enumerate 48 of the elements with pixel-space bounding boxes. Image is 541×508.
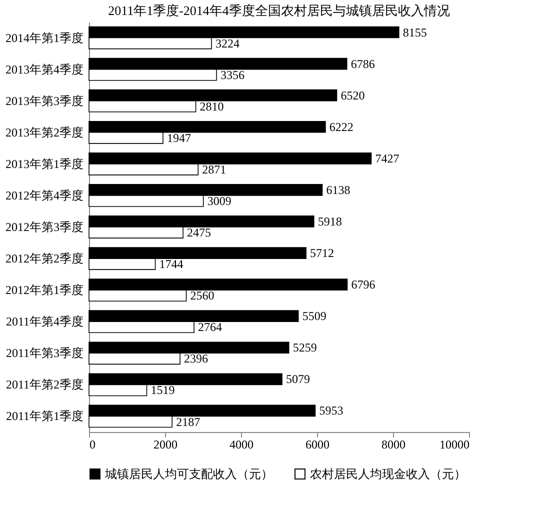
x-tick-label: 0 (90, 438, 96, 452)
data-label: 6786 (350, 56, 375, 71)
y-tick-label: 2011年第4季度 (6, 314, 84, 329)
data-label: 5509 (302, 309, 326, 324)
data-label: 2187 (176, 414, 200, 429)
x-tick-label: 2000 (154, 438, 178, 452)
chart-title: 2011年1季度-2014年4季度全国农村居民与城镇居民收入情况 (108, 3, 450, 18)
x-tick-label: 4000 (230, 438, 254, 452)
y-tick-label: 2012年第1季度 (6, 283, 84, 298)
data-label: 6520 (340, 88, 365, 102)
data-label: 2396 (184, 352, 208, 366)
data-label: 2475 (187, 226, 212, 240)
data-label: 7427 (375, 151, 400, 166)
x-tick-label: 8000 (382, 438, 406, 452)
data-label: 5953 (319, 404, 344, 418)
y-tick-label: 2012年第4季度 (6, 188, 84, 202)
data-label: 2810 (200, 99, 224, 114)
data-label: 5079 (286, 372, 310, 386)
data-label: 6138 (326, 182, 350, 197)
data-label: 6796 (351, 278, 376, 292)
data-label: 3224 (216, 36, 240, 50)
y-tick-label: 2012年第3季度 (6, 220, 84, 234)
data-label: 3356 (220, 68, 245, 82)
data-label: 8155 (402, 25, 427, 40)
data-label: 2871 (202, 162, 226, 176)
data-label: 1947 (166, 130, 191, 145)
y-tick-label: 2011年第3季度 (6, 346, 84, 360)
y-tick-label: 2013年第4季度 (6, 62, 84, 76)
data-label: 5918 (318, 214, 342, 228)
x-tick-label: 6000 (306, 438, 330, 452)
data-label: 1519 (150, 383, 175, 398)
x-tick-label: 10000 (440, 438, 470, 452)
y-tick-label: 2013年第1季度 (6, 156, 84, 171)
data-label: 2560 (190, 288, 214, 303)
legend-label: 农村居民人均现金收入（元） (310, 467, 466, 481)
data-label: 5259 (292, 340, 317, 355)
data-label: 6222 (329, 120, 354, 134)
y-tick-label: 2013年第2季度 (6, 125, 84, 140)
legend-label: 城镇居民人均可支配收入（元） (104, 467, 273, 481)
data-label: 3009 (207, 194, 232, 208)
y-tick-label: 2014年第1季度 (6, 30, 84, 45)
y-tick-label: 2011年第1季度 (6, 409, 84, 424)
y-tick-label: 2012年第2季度 (6, 252, 84, 266)
y-tick-label: 2013年第3季度 (6, 94, 84, 108)
data-label: 2764 (198, 320, 222, 334)
data-label: 5712 (310, 246, 334, 260)
data-label: 1744 (159, 257, 184, 272)
y-tick-label: 2011年第2季度 (6, 378, 84, 392)
